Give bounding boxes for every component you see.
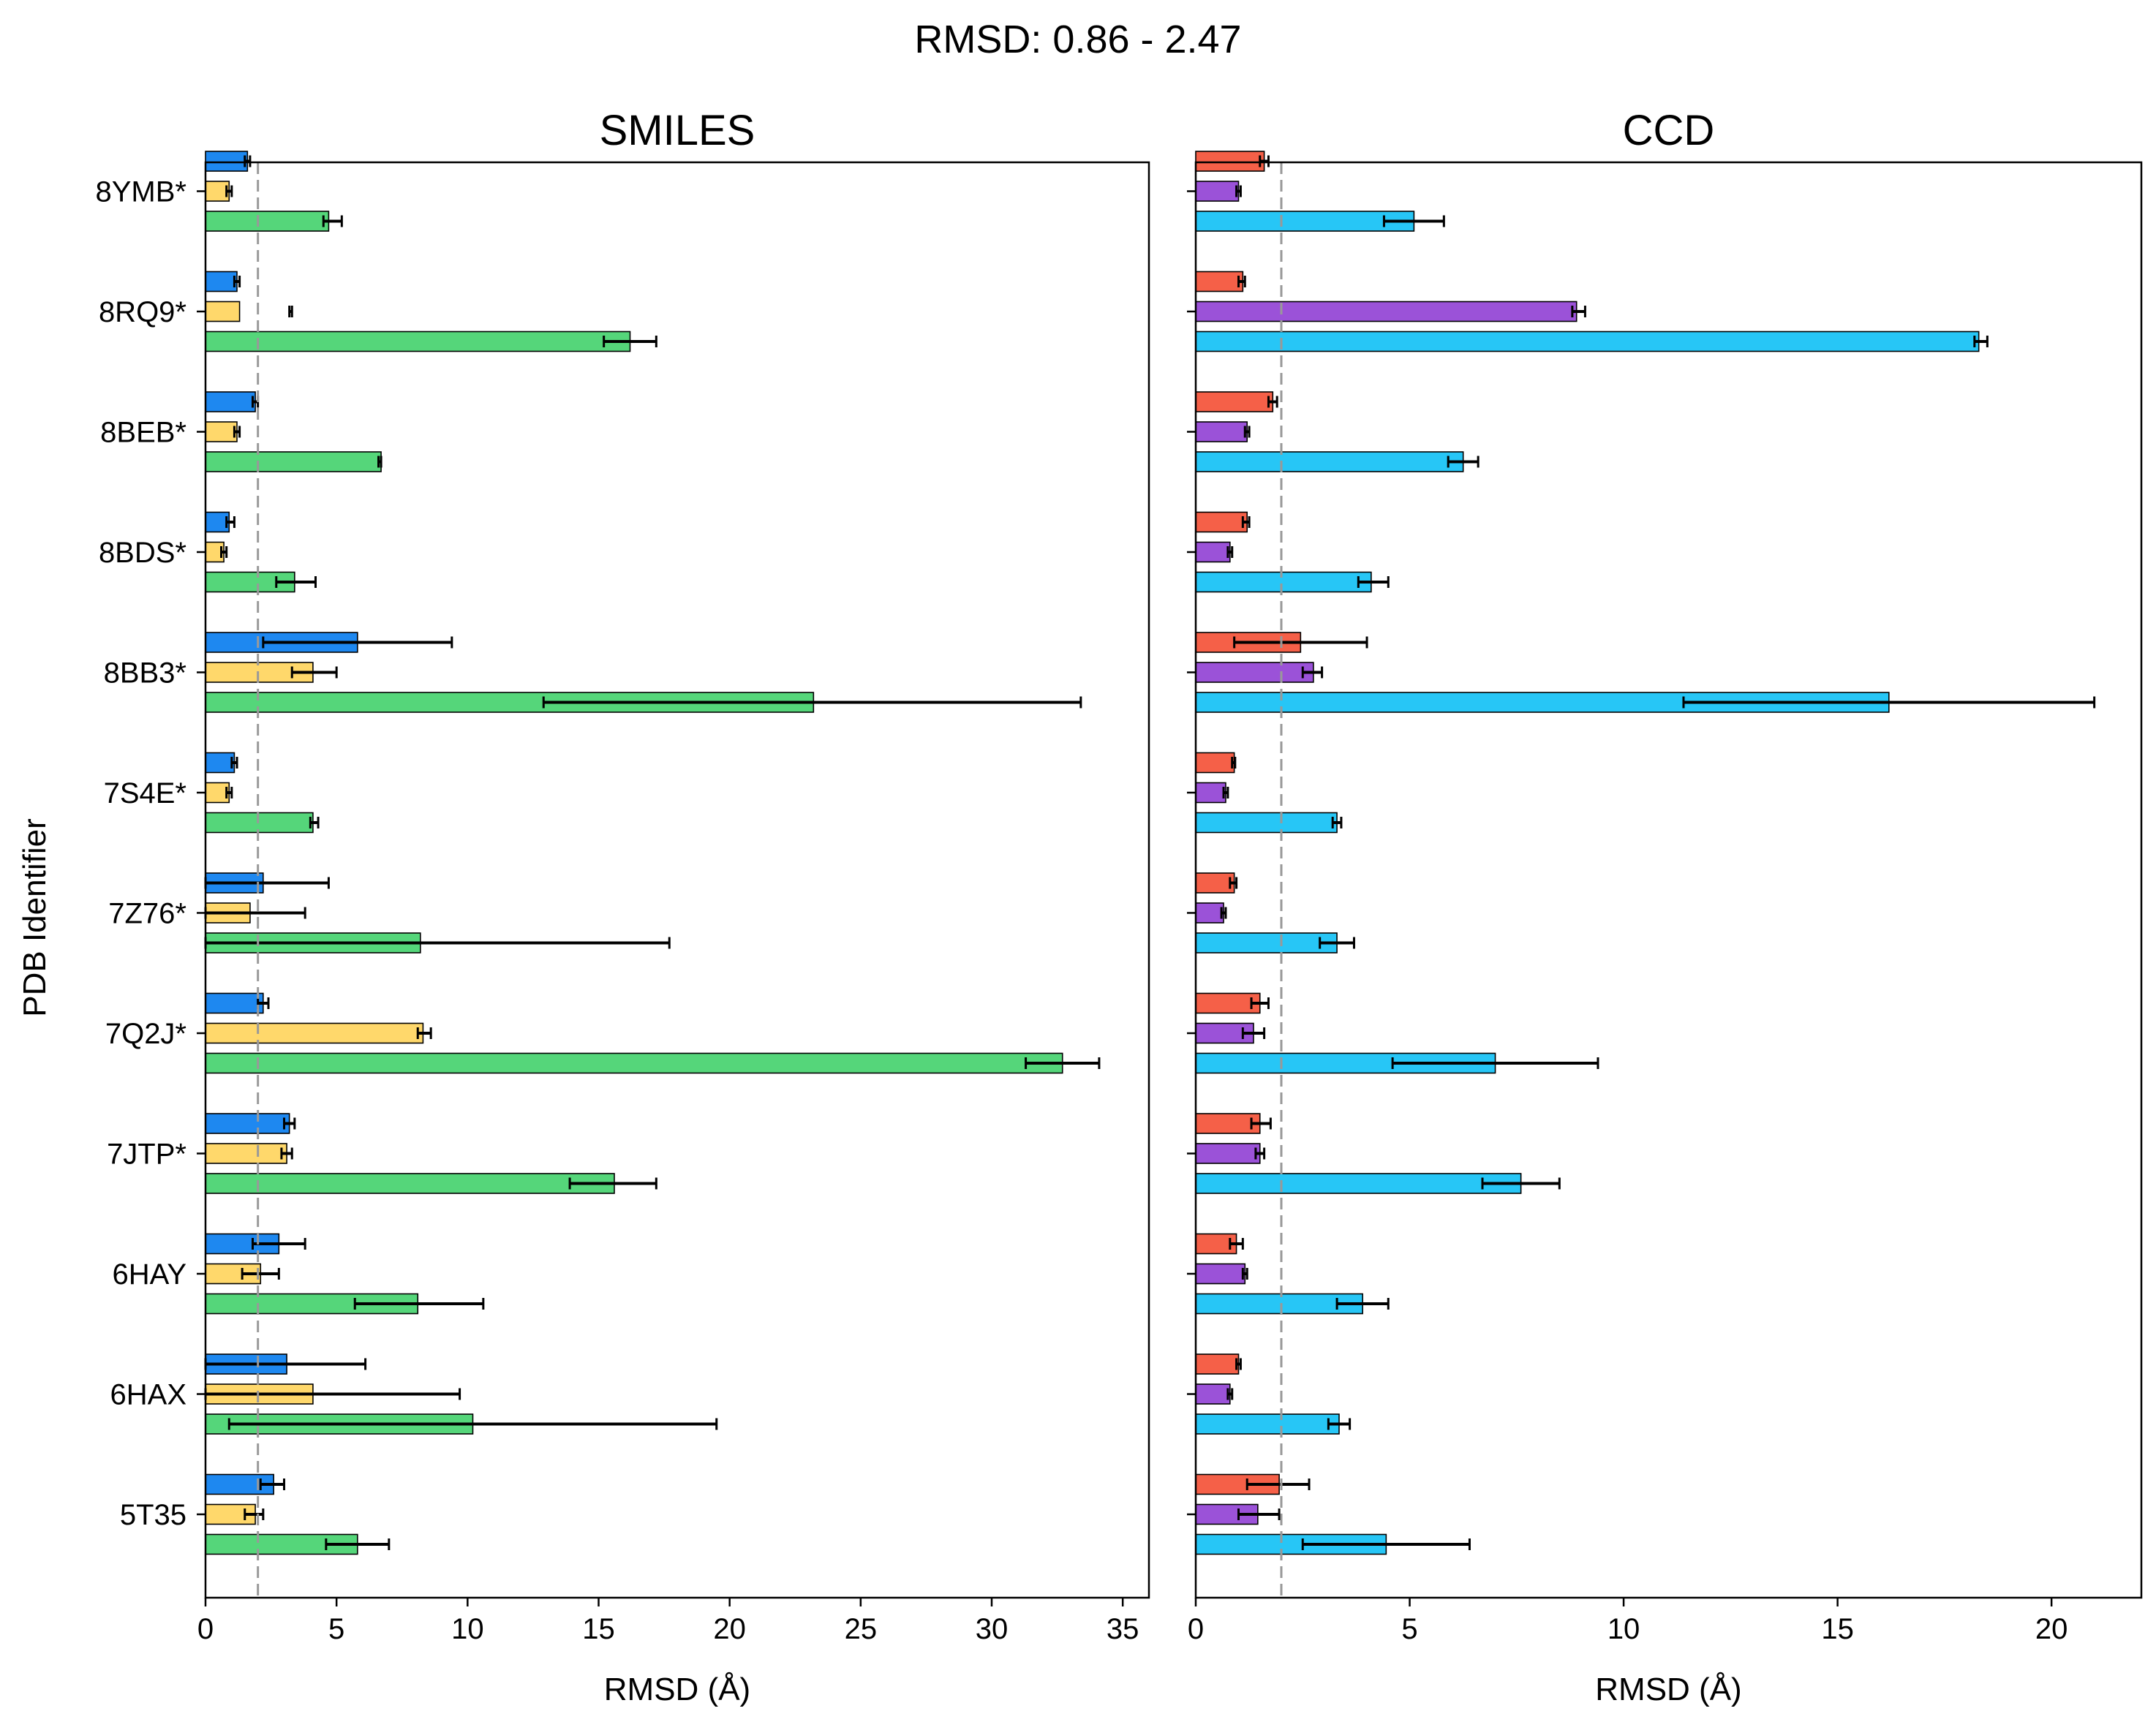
ccd-x-tick-label: 15 — [1821, 1613, 1854, 1645]
ccd-bar — [1195, 271, 1244, 292]
ccd-bar — [1195, 571, 1372, 593]
ccd-x-tick-label: 0 — [1188, 1613, 1204, 1645]
ccd-bar — [1195, 932, 1338, 953]
ccd-bar — [1195, 451, 1464, 472]
smiles-bar — [205, 1113, 290, 1134]
ccd-bar — [1195, 662, 1314, 683]
ccd-bar — [1195, 421, 1248, 442]
smiles-x-tick-label: 25 — [845, 1613, 878, 1645]
smiles-bar — [205, 451, 382, 472]
smiles-bar — [205, 812, 314, 834]
ccd-bar — [1195, 1113, 1261, 1134]
ccd-bar — [1195, 181, 1240, 202]
ccd-x-tick-label: 5 — [1401, 1613, 1417, 1645]
smiles-x-tick-label: 30 — [976, 1613, 1009, 1645]
smiles-panel-title: SMILES — [600, 107, 755, 154]
smiles-bar — [205, 1173, 615, 1194]
ccd-bar — [1195, 1143, 1261, 1164]
ccd-bar — [1195, 1263, 1246, 1285]
smiles-bar — [205, 301, 241, 322]
ccd-bar — [1195, 752, 1235, 774]
figure-title: RMSD: 0.86 - 2.47 — [914, 18, 1241, 61]
y-tick-label: 6HAX — [110, 1379, 187, 1411]
smiles-bar — [205, 752, 235, 774]
y-tick-label: 7Q2J* — [105, 1018, 186, 1050]
smiles-x-tick-label: 20 — [713, 1613, 746, 1645]
smiles-bar — [205, 331, 631, 352]
smiles-bar — [205, 1022, 424, 1044]
ccd-bar — [1195, 872, 1235, 894]
smiles-bar — [205, 1293, 419, 1315]
smiles-bar — [205, 271, 238, 292]
smiles-x-tick-label: 5 — [328, 1613, 344, 1645]
smiles-x-tick-label: 15 — [582, 1613, 615, 1645]
smiles-bar — [205, 211, 330, 232]
ccd-bar — [1195, 1173, 1522, 1194]
smiles-bar — [205, 151, 249, 172]
ccd-panel-title: CCD — [1623, 107, 1715, 154]
ccd-bar — [1195, 1413, 1340, 1435]
smiles-bar — [205, 181, 230, 202]
ccd-bar — [1195, 812, 1338, 834]
smiles-bar — [205, 391, 256, 412]
ccd-bar — [1195, 1353, 1240, 1375]
smiles-x-tick-label: 35 — [1107, 1613, 1139, 1645]
ccd-axes-frame — [1194, 161, 2143, 1599]
smiles-panel: SMILES 8YMB* 8RQ9* 8BEB* 8BDS* 8BB3* 7S4E* 7Z76… — [96, 107, 1150, 1707]
smiles-x-tick-label: 10 — [451, 1613, 484, 1645]
y-axis-label: PDB Identifier — [17, 818, 53, 1016]
y-tick-label: 7JTP* — [107, 1138, 186, 1171]
smiles-bar — [205, 1052, 1063, 1074]
smiles-bar — [205, 421, 238, 442]
ccd-bar — [1195, 211, 1415, 232]
ccd-bar — [1195, 391, 1274, 412]
ccd-bar — [1195, 151, 1265, 172]
y-tick-label: 8YMB* — [96, 176, 187, 208]
y-tick-label: 5T35 — [120, 1499, 186, 1531]
y-tick-label: 8RQ9* — [99, 296, 186, 328]
ccd-bar — [1195, 902, 1224, 924]
y-tick-label: 8BB3* — [104, 657, 186, 690]
y-tick-label: 6HAY — [112, 1258, 186, 1291]
ccd-bar — [1195, 301, 1578, 322]
smiles-bar — [205, 1143, 287, 1164]
y-tick-label: 8BEB* — [100, 417, 186, 449]
smiles-axes-frame — [204, 161, 1150, 1599]
ccd-bar — [1195, 511, 1248, 533]
smiles-bar — [205, 782, 230, 804]
smiles-x-tick-label: 0 — [197, 1613, 214, 1645]
ccd-panel: CCD 0 5 10 15 20 RMSD (Å) — [1187, 107, 2143, 1707]
ccd-x-tick-label: 10 — [1607, 1613, 1640, 1645]
smiles-x-axis-label: RMSD (Å) — [604, 1672, 750, 1707]
y-tick-label: 7S4E* — [104, 777, 186, 809]
ccd-bar — [1195, 782, 1226, 804]
ccd-bar — [1195, 1383, 1231, 1405]
ccd-x-axis-label: RMSD (Å) — [1595, 1672, 1741, 1707]
ccd-bar — [1195, 331, 1980, 352]
ccd-x-tick-label: 20 — [2035, 1613, 2068, 1645]
y-tick-label: 8BDS* — [99, 537, 186, 569]
ccd-bar — [1195, 1293, 1363, 1315]
ccd-bar — [1195, 541, 1231, 563]
smiles-bar — [205, 992, 264, 1014]
y-tick-label: 7Z76* — [108, 898, 186, 930]
